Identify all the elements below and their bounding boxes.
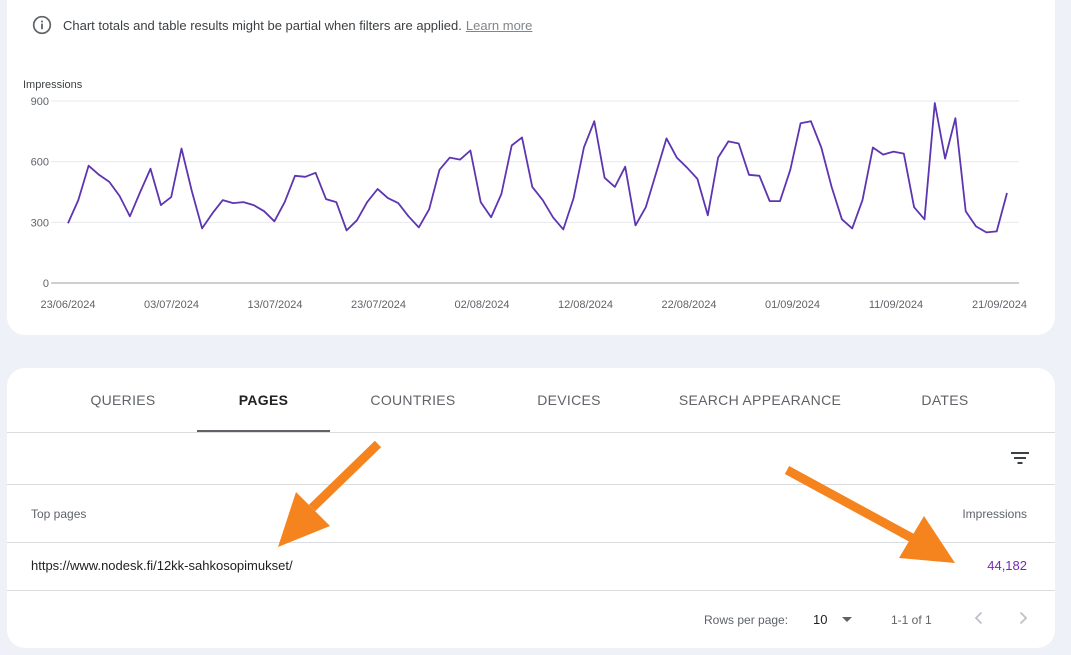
x-tick-label: 11/09/2024 bbox=[869, 299, 923, 311]
tab-countries[interactable]: COUNTRIES bbox=[370, 392, 456, 408]
dimension-tabs: QUERIES PAGES COUNTRIES DEVICES SEARCH A… bbox=[7, 368, 1055, 433]
notice-text: Chart totals and table results might be … bbox=[63, 17, 462, 33]
y-tick-label: 0 bbox=[43, 278, 49, 290]
y-axis-label: Impressions bbox=[23, 79, 83, 91]
x-tick-label: 13/07/2024 bbox=[247, 299, 302, 311]
rows-per-page-label: Rows per page: bbox=[704, 613, 789, 627]
impressions-value: 44,182 bbox=[987, 558, 1027, 573]
tab-pages[interactable]: PAGES bbox=[197, 368, 330, 432]
filter-icon[interactable] bbox=[1009, 447, 1031, 469]
tab-dates[interactable]: DATES bbox=[921, 392, 969, 408]
previous-page-icon[interactable] bbox=[969, 608, 989, 628]
tab-search-appearance[interactable]: SEARCH APPEARANCE bbox=[678, 392, 842, 408]
table-header: Top pages Impressions bbox=[7, 485, 1055, 543]
partial-data-notice: Chart totals and table results might be … bbox=[32, 14, 532, 36]
filter-bar bbox=[7, 433, 1055, 485]
x-tick-label: 03/07/2024 bbox=[144, 299, 199, 311]
column-header-top-pages[interactable]: Top pages bbox=[31, 507, 87, 521]
column-header-impressions[interactable]: Impressions bbox=[962, 507, 1027, 521]
y-tick-label: 300 bbox=[31, 217, 49, 229]
x-tick-label: 01/09/2024 bbox=[765, 299, 820, 311]
x-tick-label: 21/09/2024 bbox=[972, 299, 1027, 311]
rows-per-page-select[interactable]: 10 bbox=[813, 612, 828, 627]
next-page-icon[interactable] bbox=[1013, 608, 1033, 628]
x-tick-label: 23/07/2024 bbox=[351, 299, 406, 311]
tab-queries[interactable]: QUERIES bbox=[90, 392, 156, 408]
impressions-series-line bbox=[67, 102, 1008, 234]
x-tick-label: 22/08/2024 bbox=[661, 299, 716, 311]
caret-down-icon[interactable] bbox=[841, 616, 853, 624]
page-url[interactable]: https://www.nodesk.fi/12kk-sahkosopimuks… bbox=[31, 558, 293, 573]
table-row[interactable]: https://www.nodesk.fi/12kk-sahkosopimuks… bbox=[7, 543, 1055, 591]
learn-more-link[interactable]: Learn more bbox=[465, 17, 533, 33]
y-tick-label: 900 bbox=[31, 96, 49, 108]
impressions-line-chart: Impressions 0 300 600 900 23/06/2024 03/07/2… bbox=[23, 79, 1027, 311]
x-tick-label: 12/08/2024 bbox=[558, 299, 613, 311]
x-tick-label: 23/06/2024 bbox=[40, 299, 95, 311]
y-tick-label: 600 bbox=[31, 157, 49, 169]
pagination: Rows per page: 10 1-1 of 1 bbox=[7, 591, 1055, 648]
info-icon bbox=[32, 15, 52, 35]
tab-devices[interactable]: DEVICES bbox=[537, 392, 601, 408]
page-range: 1-1 of 1 bbox=[891, 613, 932, 627]
results-table-card: QUERIES PAGES COUNTRIES DEVICES SEARCH A… bbox=[7, 368, 1055, 648]
x-tick-label: 02/08/2024 bbox=[454, 299, 509, 311]
performance-chart-card: Chart totals and table results might be … bbox=[7, 0, 1055, 335]
